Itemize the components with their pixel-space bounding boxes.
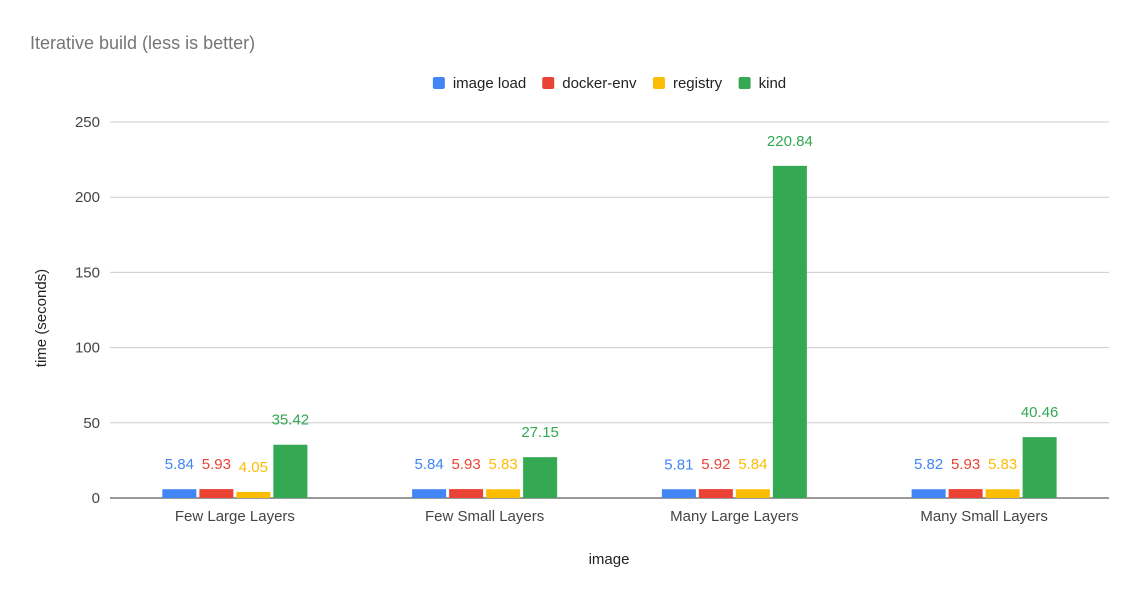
y-tick-label: 100	[75, 340, 100, 357]
x-tick-label: Few Large Layers	[175, 508, 295, 525]
data-label: 220.84	[767, 133, 813, 150]
data-label: 40.46	[1021, 404, 1059, 421]
bar	[948, 489, 983, 498]
data-label: 5.84	[415, 456, 444, 473]
bar	[661, 489, 696, 498]
data-label: 5.93	[951, 456, 980, 473]
legend-item: kind	[738, 75, 787, 92]
y-tick-label: 250	[75, 114, 100, 131]
data-label: 5.83	[988, 456, 1017, 473]
data-label: 5.92	[701, 456, 730, 473]
legend-label: registry	[673, 75, 723, 92]
bar	[523, 457, 558, 498]
legend-label: image load	[453, 75, 526, 92]
bar	[911, 489, 946, 498]
bar	[735, 489, 770, 498]
legend-label: docker-env	[562, 75, 637, 92]
bar	[985, 489, 1020, 498]
data-label: 5.93	[452, 456, 481, 473]
data-label: 5.81	[664, 456, 693, 473]
legend-item: registry	[652, 75, 723, 92]
legend-swatch	[738, 77, 751, 89]
x-tick-label: Many Large Layers	[670, 508, 798, 525]
bar	[199, 489, 234, 498]
legend: image load docker-env registry kind	[432, 75, 787, 92]
data-label: 4.05	[239, 459, 268, 476]
data-label: 5.84	[165, 456, 194, 473]
legend-swatch	[542, 77, 555, 89]
data-label: 5.82	[914, 456, 943, 473]
y-axis-ticks: 0 50 100 150 200 250	[75, 114, 100, 507]
bar	[412, 489, 447, 498]
y-tick-label: 50	[83, 415, 100, 432]
data-label: 35.42	[272, 412, 310, 429]
data-label: 5.84	[738, 456, 767, 473]
data-label: 5.83	[489, 456, 518, 473]
bar	[162, 489, 197, 498]
x-tick-label: Few Small Layers	[425, 508, 544, 525]
data-label: 5.93	[202, 456, 231, 473]
bar	[486, 489, 521, 498]
x-axis-title: image	[589, 551, 630, 568]
x-tick-label: Many Small Layers	[920, 508, 1048, 525]
legend-swatch	[652, 77, 665, 89]
legend-label: kind	[759, 75, 787, 92]
data-label: 27.15	[521, 424, 559, 441]
gridlines	[110, 121, 1109, 499]
bar	[772, 165, 807, 499]
bar	[1022, 437, 1057, 498]
y-tick-label: 200	[75, 189, 100, 206]
bar	[236, 491, 271, 498]
bar	[449, 489, 484, 498]
y-tick-label: 150	[75, 264, 100, 281]
y-tick-label: 0	[92, 490, 100, 507]
chart-title: Iterative build (less is better)	[30, 33, 255, 53]
y-axis-title: time (seconds)	[33, 269, 50, 367]
x-axis-ticks: Few Large Layers Few Small Layers Many Lar…	[175, 508, 1048, 525]
bars	[162, 165, 1057, 499]
bar	[273, 444, 308, 498]
legend-item: image load	[432, 75, 526, 92]
legend-swatch	[432, 77, 445, 89]
bar	[698, 489, 733, 498]
legend-item: docker-env	[542, 75, 637, 92]
